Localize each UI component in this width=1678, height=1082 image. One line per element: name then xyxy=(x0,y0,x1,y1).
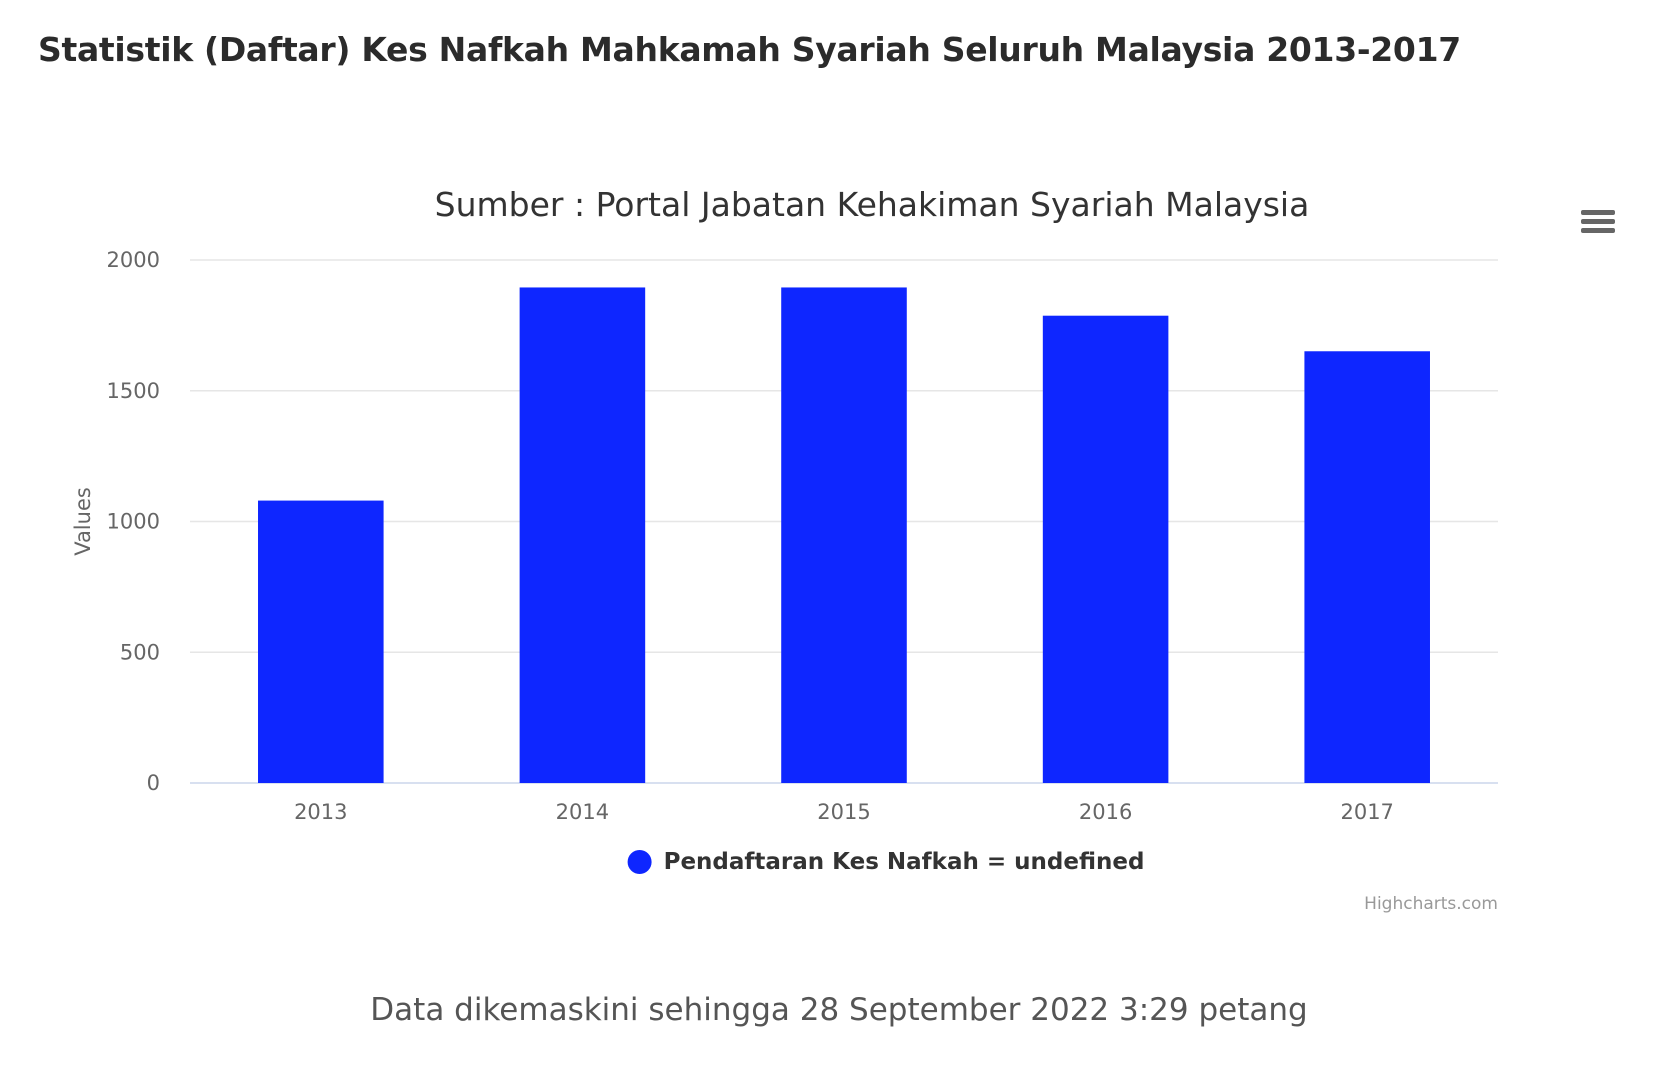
x-tick-label: 2015 xyxy=(817,800,870,824)
y-tick-label: 0 xyxy=(147,771,160,795)
x-tick-label: 2014 xyxy=(556,800,609,824)
hamburger-menu-icon[interactable] xyxy=(1578,206,1618,242)
x-tick-label: 2013 xyxy=(294,800,347,824)
last-updated-note: Data dikemaskini sehingga 28 September 2… xyxy=(370,992,1308,1028)
bar-2015 xyxy=(781,287,907,783)
bar-2013 xyxy=(258,500,384,783)
chart-container: Sumber : Portal Jabatan Kehakiman Syaria… xyxy=(60,180,1640,990)
chart-title: Sumber : Portal Jabatan Kehakiman Syaria… xyxy=(435,185,1310,224)
y-tick-label: 1500 xyxy=(107,379,160,403)
page-title: Statistik (Daftar) Kes Nafkah Mahkamah S… xyxy=(38,30,1461,69)
legend-item-label: Pendaftaran Kes Nafkah = undefined xyxy=(664,849,1145,875)
y-axis-title: Values xyxy=(71,487,95,556)
bar-2014 xyxy=(519,287,646,783)
credits-link: Highcharts.com xyxy=(1364,894,1498,914)
y-tick-label: 1000 xyxy=(107,510,160,534)
y-tick-label: 2000 xyxy=(107,248,160,272)
x-tick-label: 2017 xyxy=(1340,800,1393,824)
bar-2017 xyxy=(1304,351,1430,783)
legend-marker xyxy=(627,850,652,874)
y-tick-label: 500 xyxy=(120,640,160,664)
bar-2016 xyxy=(1042,315,1169,783)
x-tick-label: 2016 xyxy=(1079,800,1132,824)
bar-chart: Sumber : Portal Jabatan Kehakiman Syaria… xyxy=(71,185,1498,914)
